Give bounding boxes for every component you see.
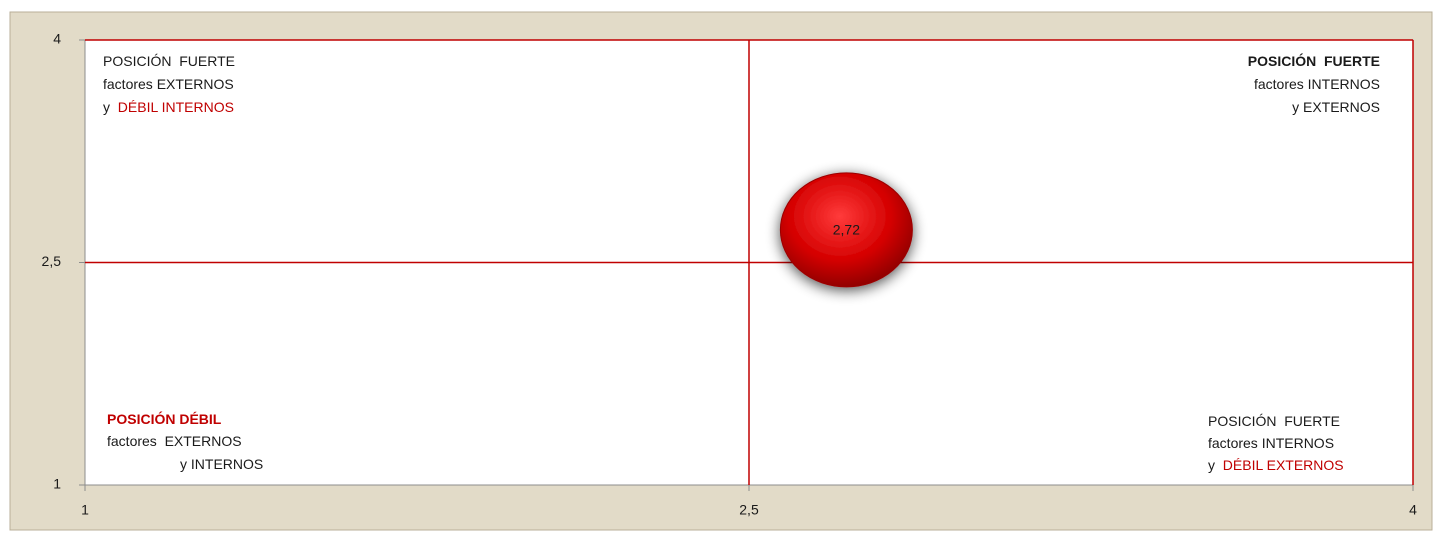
annotation-text: y EXTERNOS (1292, 99, 1380, 115)
x-tick-label: 4 (1409, 502, 1417, 518)
y-tick-label: 4 (53, 31, 61, 47)
data-label: 2,72 (833, 222, 860, 238)
annotation: y INTERNOS (180, 456, 263, 472)
bubble (779, 172, 913, 288)
annotation-text: factores EXTERNOS (103, 76, 234, 92)
y-tick-label: 1 (53, 476, 61, 492)
x-tick-label: 1 (81, 502, 89, 518)
annotation-text: y INTERNOS (180, 456, 263, 472)
annotation-text: POSICIÓN DÉBIL (107, 410, 222, 427)
annotation-text: factores EXTERNOS (107, 433, 242, 449)
annotation: factores INTERNOS (1254, 76, 1380, 92)
annotation: y EXTERNOS (1292, 99, 1380, 115)
annotation-text: POSICIÓN FUERTE (1208, 413, 1340, 429)
annotation-text: y (103, 99, 118, 115)
annotation: POSICIÓN DÉBIL (107, 410, 222, 427)
annotation: POSICIÓN FUERTE (103, 53, 235, 69)
annotation-text: DÉBIL EXTERNOS (1223, 457, 1344, 473)
annotation: factores EXTERNOS (107, 433, 242, 449)
annotation-text: POSICIÓN FUERTE (1248, 52, 1380, 69)
annotation: factores INTERNOS (1208, 435, 1334, 451)
annotation-text: factores INTERNOS (1208, 435, 1334, 451)
annotation-text: DÉBIL INTERNOS (118, 99, 234, 115)
annotation: POSICIÓN FUERTE (1248, 52, 1380, 69)
annotation: y DÉBIL EXTERNOS (1208, 457, 1344, 473)
y-tick-label: 2,5 (42, 253, 62, 269)
annotation: POSICIÓN FUERTE (1208, 413, 1340, 429)
annotation-text: y (1208, 457, 1223, 473)
annotation-text: POSICIÓN FUERTE (103, 53, 235, 69)
bubble-group: 2,72 (779, 172, 913, 288)
annotation-text: factores INTERNOS (1254, 76, 1380, 92)
x-tick-label: 2,5 (739, 502, 759, 518)
annotation: factores EXTERNOS (103, 76, 234, 92)
annotation: y DÉBIL INTERNOS (103, 99, 234, 115)
